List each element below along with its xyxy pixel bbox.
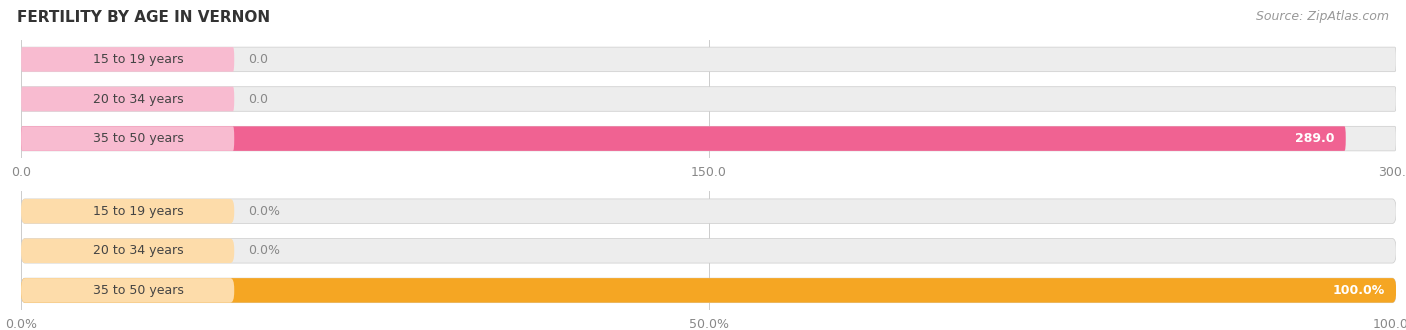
FancyBboxPatch shape [21,126,1396,151]
Text: 0.0%: 0.0% [247,205,280,218]
FancyBboxPatch shape [21,126,235,151]
Text: 100.0%: 100.0% [1333,284,1385,297]
FancyBboxPatch shape [21,126,1346,151]
FancyBboxPatch shape [21,47,1396,72]
FancyBboxPatch shape [21,239,1396,263]
FancyBboxPatch shape [21,199,235,223]
FancyBboxPatch shape [21,47,235,72]
Text: 15 to 19 years: 15 to 19 years [93,205,184,218]
Text: Source: ZipAtlas.com: Source: ZipAtlas.com [1256,10,1389,23]
FancyBboxPatch shape [21,199,1396,223]
Text: 15 to 19 years: 15 to 19 years [93,53,184,66]
FancyBboxPatch shape [21,278,1396,303]
FancyBboxPatch shape [21,87,235,111]
Text: 20 to 34 years: 20 to 34 years [93,92,184,106]
Text: 0.0: 0.0 [247,92,269,106]
FancyBboxPatch shape [21,278,235,303]
Text: FERTILITY BY AGE IN VERNON: FERTILITY BY AGE IN VERNON [17,10,270,25]
Text: 20 to 34 years: 20 to 34 years [93,244,184,257]
Text: 289.0: 289.0 [1295,132,1334,145]
Text: 0.0: 0.0 [247,53,269,66]
Text: 0.0%: 0.0% [247,244,280,257]
FancyBboxPatch shape [21,239,235,263]
Text: 35 to 50 years: 35 to 50 years [93,132,184,145]
Text: 35 to 50 years: 35 to 50 years [93,284,184,297]
FancyBboxPatch shape [21,278,1396,303]
FancyBboxPatch shape [21,87,1396,111]
